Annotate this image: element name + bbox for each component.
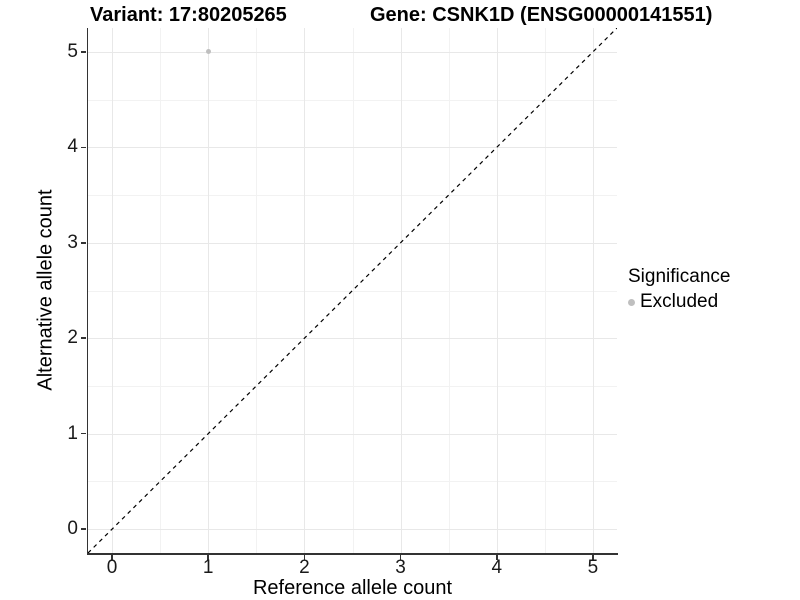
y-axis-label: Alternative allele count: [34, 189, 57, 391]
x-tick-label: 0: [106, 557, 118, 578]
plot-panel: [88, 28, 617, 553]
y-minor-gridline: [88, 290, 617, 292]
x-major-gridline: [400, 28, 402, 553]
legend-title: Significance: [628, 266, 731, 287]
y-minor-gridline: [88, 195, 617, 197]
x-major-gridline: [496, 28, 498, 553]
x-tick-label: 2: [299, 557, 310, 578]
y-tick-label: 1: [67, 422, 78, 444]
x-major-gridline: [208, 28, 210, 553]
x-tick-label: 5: [587, 557, 599, 578]
y-minor-gridline: [88, 99, 617, 101]
y-major-gridline: [88, 529, 617, 531]
y-tick-mark: [81, 432, 86, 435]
y-tick-mark: [81, 528, 86, 530]
x-tick-mark: [303, 554, 306, 560]
y-tick-mark: [81, 337, 86, 339]
y-minor-gridline: [88, 385, 617, 387]
y-tick-mark: [81, 51, 86, 53]
y-tick-label: 3: [67, 231, 78, 253]
y-major-gridline: [88, 51, 617, 53]
x-tick-mark: [592, 554, 594, 560]
legend: Significance Excluded: [628, 266, 793, 313]
x-tick-mark: [496, 554, 498, 560]
y-tick-mark: [81, 242, 86, 244]
x-tick-mark: [399, 554, 402, 560]
x-major-gridline: [112, 28, 114, 553]
x-axis-label: Reference allele count: [252, 577, 452, 599]
legend-key-dot: [628, 298, 635, 306]
data-point: [205, 49, 211, 55]
y-tick-label: 4: [67, 136, 78, 158]
gene-title: Gene: CSNK1D (ENSG00000141551): [370, 4, 713, 26]
y-tick-label: 5: [67, 40, 78, 62]
y-major-gridline: [88, 242, 617, 244]
x-tick-label: 3: [395, 557, 406, 578]
x-tick-mark: [207, 554, 209, 560]
y-tick-label: 2: [67, 327, 78, 349]
y-tick-label: 0: [67, 518, 78, 540]
y-tick-mark: [81, 146, 86, 149]
legend-item-label: Excluded: [640, 291, 719, 312]
y-major-gridline: [88, 433, 617, 435]
x-tick-label: 4: [491, 557, 503, 578]
variant-title: Variant: 17:80205265: [90, 4, 287, 26]
x-tick-mark: [111, 554, 113, 560]
y-major-gridline: [88, 147, 617, 149]
x-tick-label: 1: [202, 557, 214, 578]
y-axis-line: [86, 28, 88, 555]
y-minor-gridline: [88, 481, 617, 483]
legend-items: Excluded: [628, 291, 793, 313]
identity-line: [88, 28, 617, 553]
x-major-gridline: [592, 28, 594, 553]
x-axis-line: [86, 553, 618, 555]
x-major-gridline: [304, 28, 306, 553]
y-major-gridline: [88, 338, 617, 340]
legend-item: Excluded: [628, 291, 793, 313]
